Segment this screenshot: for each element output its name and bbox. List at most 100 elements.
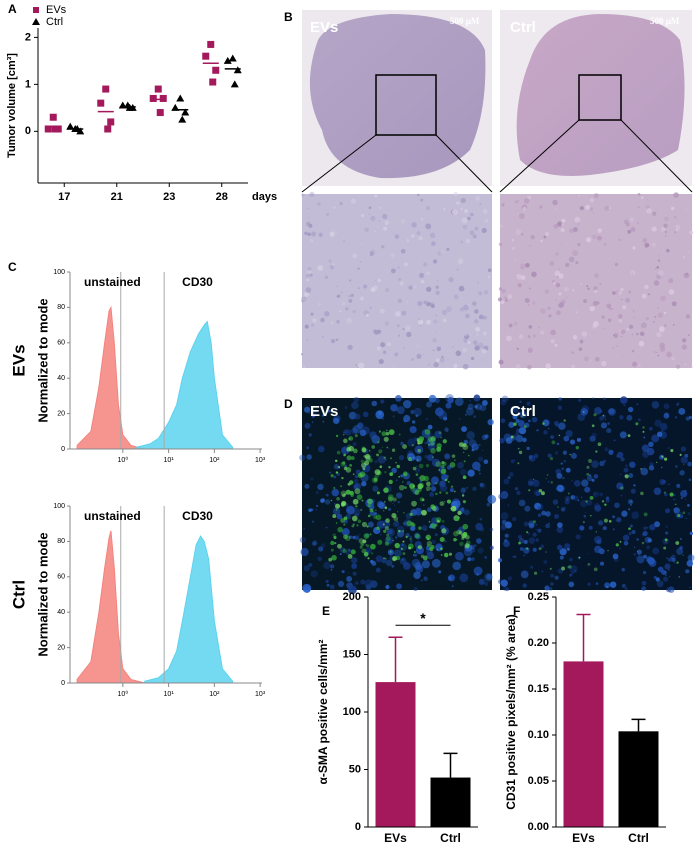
- texture: [546, 474, 549, 476]
- texture: [393, 516, 399, 522]
- texture: [483, 290, 489, 295]
- texture: [474, 319, 479, 324]
- texture: [603, 518, 608, 523]
- texture: [416, 459, 419, 461]
- texture: [630, 504, 632, 506]
- texture: [473, 544, 477, 547]
- texture: [465, 413, 467, 416]
- texture: [654, 419, 662, 427]
- x-tick-label: 10²: [209, 457, 220, 464]
- texture: [599, 416, 604, 421]
- texture: [527, 532, 530, 535]
- texture: [423, 262, 428, 267]
- texture: [627, 406, 634, 413]
- y-tick-label: 100: [343, 706, 361, 718]
- texture: [542, 422, 545, 425]
- texture: [637, 205, 640, 209]
- texture: [439, 501, 445, 507]
- series-label: unstained: [84, 275, 141, 289]
- texture: [374, 230, 376, 232]
- texture: [425, 464, 430, 468]
- texture: [383, 226, 388, 231]
- texture: [339, 202, 343, 206]
- texture: [676, 483, 681, 488]
- texture: [478, 578, 485, 585]
- texture: [527, 364, 532, 370]
- texture: [636, 222, 639, 225]
- texture: [373, 329, 379, 335]
- texture: [527, 347, 533, 353]
- texture: [384, 287, 390, 293]
- texture: [603, 327, 606, 330]
- texture: [391, 512, 397, 519]
- texture: [429, 228, 431, 230]
- texture: [426, 286, 432, 292]
- texture: [585, 204, 591, 210]
- texture: [365, 455, 371, 461]
- texture: [670, 206, 675, 211]
- texture: [423, 504, 425, 506]
- texture: [325, 493, 329, 497]
- texture: [458, 442, 464, 447]
- texture: [664, 216, 669, 222]
- texture: [438, 469, 441, 471]
- data-point: [176, 94, 185, 102]
- texture: [386, 342, 392, 347]
- texture: [560, 507, 566, 512]
- texture: [378, 359, 384, 365]
- texture: [575, 534, 581, 540]
- texture: [503, 540, 510, 548]
- texture: [369, 306, 372, 309]
- texture: [459, 573, 469, 583]
- texture: [565, 467, 571, 473]
- texture: [470, 212, 474, 217]
- x-tick-label: Ctrl: [440, 831, 461, 845]
- texture: [300, 352, 304, 356]
- texture: [348, 445, 355, 452]
- texture: [532, 520, 536, 524]
- x-tick-label: 21: [111, 191, 123, 203]
- texture: [386, 446, 389, 449]
- texture: [384, 220, 390, 226]
- texture: [411, 358, 414, 361]
- texture: [500, 490, 509, 499]
- texture: [526, 531, 529, 534]
- texture: [352, 571, 357, 576]
- texture: [584, 511, 586, 513]
- texture: [354, 535, 360, 541]
- texture: [477, 281, 479, 284]
- texture: [632, 246, 636, 250]
- texture: [654, 521, 660, 528]
- texture: [657, 354, 660, 357]
- texture: [680, 496, 683, 499]
- texture: [376, 491, 380, 495]
- texture: [454, 459, 456, 461]
- texture: [333, 206, 336, 209]
- texture: [346, 505, 355, 515]
- significance-label: *: [420, 610, 426, 626]
- texture: [429, 302, 432, 305]
- texture: [453, 490, 456, 493]
- texture: [555, 252, 559, 256]
- texture: [328, 259, 332, 263]
- y-tick-label: 2: [25, 31, 31, 43]
- texture: [481, 359, 483, 361]
- texture: [644, 284, 649, 290]
- texture: [671, 301, 677, 307]
- texture: [363, 533, 370, 539]
- texture: [524, 298, 530, 304]
- texture: [520, 415, 523, 418]
- texture: [683, 256, 686, 259]
- texture: [581, 479, 589, 487]
- texture: [587, 287, 590, 290]
- texture: [435, 461, 442, 468]
- texture: [679, 538, 682, 541]
- texture: [595, 582, 599, 585]
- texture: [479, 482, 484, 487]
- texture: [343, 523, 346, 526]
- texture: [630, 227, 636, 232]
- texture: [364, 227, 369, 232]
- texture: [680, 490, 688, 498]
- texture: [526, 516, 528, 518]
- texture: [505, 587, 510, 592]
